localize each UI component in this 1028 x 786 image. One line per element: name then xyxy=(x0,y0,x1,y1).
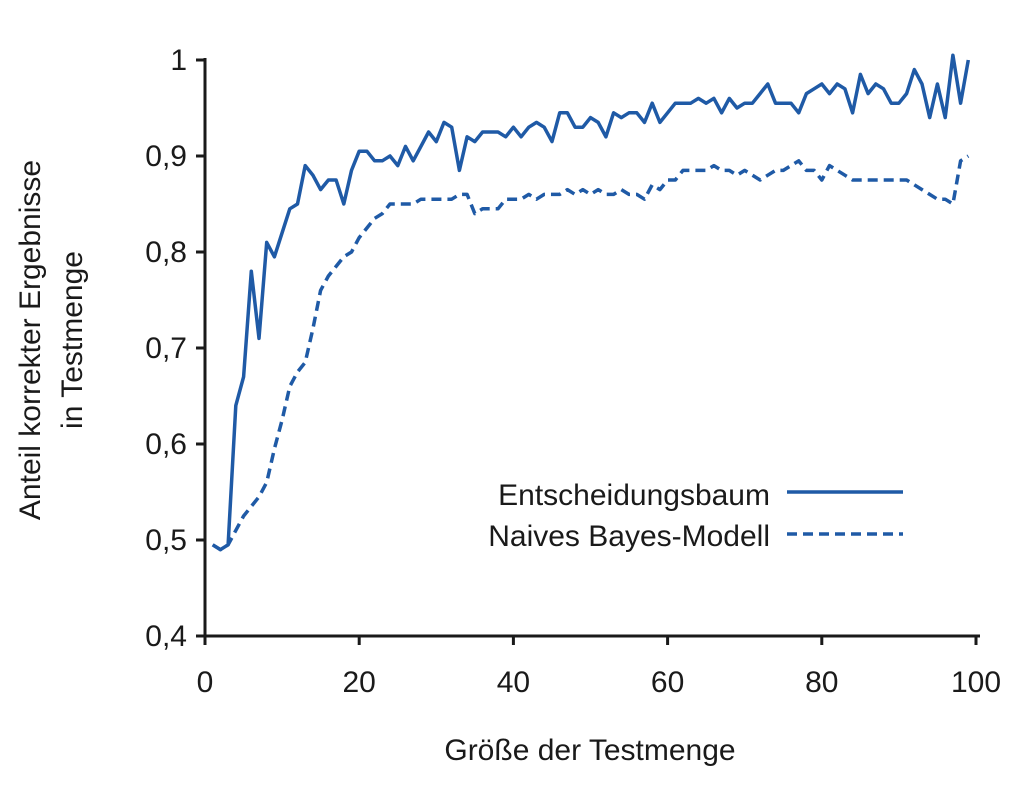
legend: Entscheidungsbaum Naives Bayes-Modell xyxy=(488,479,903,553)
x-tick-label: 100 xyxy=(951,666,1001,699)
ticks: 0,4 0,5 0,6 0,7 0,8 0,9 1 0 20 40 60 80 100 xyxy=(145,44,1001,699)
series-line-naives-bayes xyxy=(211,154,970,552)
y-axis-title-line1: Anteil korrekter Ergebnisse xyxy=(14,160,47,520)
y-axis-title-line2: in Testmenge xyxy=(56,251,89,429)
x-tick-label: 40 xyxy=(497,666,530,699)
x-tick-label: 20 xyxy=(343,666,376,699)
y-tick-label: 0,5 xyxy=(145,524,187,557)
y-tick-label: 0,6 xyxy=(145,428,187,461)
y-tick-label: 0,9 xyxy=(145,140,187,173)
x-tick-label: 0 xyxy=(197,666,214,699)
x-tick-label: 80 xyxy=(805,666,838,699)
series-line-entscheidungsbaum xyxy=(211,53,971,552)
x-axis-title: Größe der Testmenge xyxy=(444,734,735,767)
legend-label-naives-bayes: Naives Bayes-Modell xyxy=(488,520,770,553)
y-tick-label: 0,4 xyxy=(145,620,187,653)
y-tick-label: 1 xyxy=(170,44,187,77)
y-tick-label: 0,8 xyxy=(145,236,187,269)
series-layer xyxy=(211,53,971,552)
legend-label-entscheidungsbaum: Entscheidungsbaum xyxy=(498,479,770,512)
x-tick-label: 60 xyxy=(651,666,684,699)
y-tick-label: 0,7 xyxy=(145,332,187,365)
